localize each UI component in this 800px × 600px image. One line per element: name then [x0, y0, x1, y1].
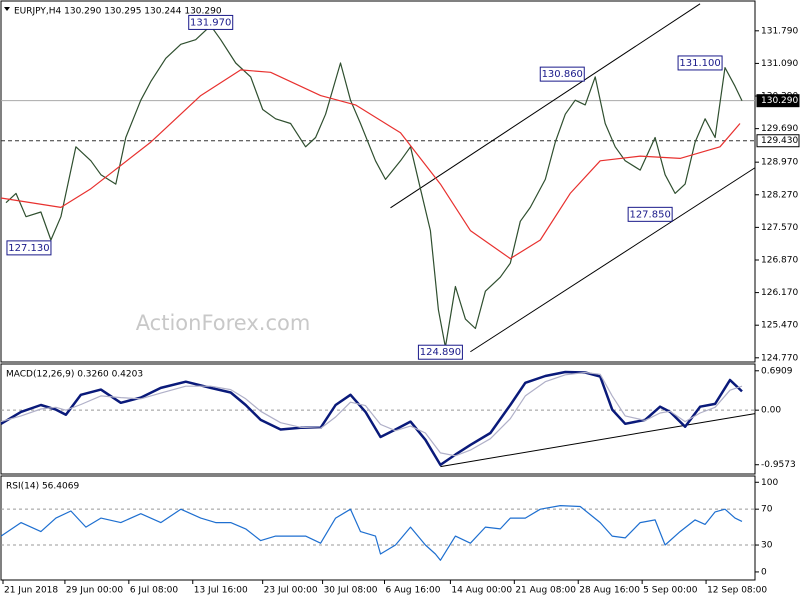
y-tick-label: 127.570: [761, 223, 798, 233]
x-tick-label: 29 Jun 00:00: [66, 586, 123, 596]
series-line: [0, 505, 743, 561]
y-tick-label: 131.090: [761, 59, 798, 69]
y-tick-label: 125.470: [761, 321, 798, 331]
y-tick-label: 0.6909: [761, 366, 793, 376]
panel-title: EURJPY,H4 130.290 130.295 130.244 130.29…: [14, 7, 222, 17]
trendline: [390, 3, 701, 209]
y-tick-label: 30: [761, 541, 773, 551]
series-line: [0, 370, 743, 467]
y-tick-label: 0.00: [761, 406, 781, 416]
series-line: [0, 371, 743, 457]
panel-frame: [0, 0, 756, 363]
x-tick-label: 12 Sep 08:00: [707, 586, 767, 596]
annotation-box: [627, 206, 673, 222]
price-label-box: [756, 134, 800, 148]
x-tick-label: 6 Aug 16:00: [385, 586, 440, 596]
y-tick-label: 126.870: [761, 255, 798, 265]
y-tick-label: 0: [761, 567, 767, 577]
y-tick-label: 100: [761, 478, 778, 488]
series-line: [0, 69, 741, 260]
watermark: ActionForex.com: [136, 311, 311, 335]
y-tick-label: 128.270: [761, 190, 798, 200]
title-arrow: [4, 7, 10, 11]
x-tick-label: 21 Aug 08:00: [515, 586, 576, 596]
annotation-box: [6, 240, 52, 256]
x-tick-label: 5 Sep 00:00: [643, 586, 698, 596]
series-line: [5, 25, 743, 348]
annotation-box: [539, 66, 585, 82]
x-tick-label: 21 Jun 2018: [4, 586, 58, 596]
annotation-label: 127.850: [629, 209, 670, 220]
x-tick-label: 30 Jul 08:00: [324, 586, 378, 596]
annotation-label: 124.890: [420, 347, 461, 358]
y-tick-label: 129.690: [761, 124, 798, 134]
annotation-label: 131.100: [679, 58, 720, 69]
annotation-box: [417, 344, 463, 360]
panel-title: MACD(12,26,9) 0.3260 0.4203: [6, 370, 143, 380]
y-tick-label: 70: [761, 505, 773, 515]
trendline: [470, 167, 756, 353]
annotation-label: 127.130: [8, 243, 49, 254]
x-tick-label: 13 Jul 16:00: [194, 586, 248, 596]
price-label-box: [756, 94, 800, 108]
y-tick-label: 124.770: [761, 353, 798, 363]
annotation-label: 131.970: [190, 17, 231, 28]
x-tick-label: 28 Aug 16:00: [579, 586, 640, 596]
price-label: 129.430: [761, 136, 798, 146]
annotation-label: 130.860: [542, 69, 583, 80]
x-tick-label: 6 Jul 08:00: [130, 586, 179, 596]
annotation-box: [677, 55, 723, 71]
x-tick-label: 14 Aug 00:00: [451, 586, 512, 596]
annotation-box: [188, 14, 234, 30]
y-tick-label: 128.970: [761, 158, 798, 168]
panel-frame: [0, 475, 756, 581]
x-tick-label: 23 Jul 00:00: [264, 586, 318, 596]
y-tick-label: 126.170: [761, 288, 798, 298]
trendline: [440, 413, 756, 468]
y-tick-label: 131.790: [761, 26, 798, 36]
panel-frame: [0, 363, 756, 475]
y-tick-label: -0.9573: [761, 460, 796, 470]
panel-title: RSI(14) 56.4069: [6, 482, 79, 492]
price-label: 130.290: [761, 96, 798, 106]
